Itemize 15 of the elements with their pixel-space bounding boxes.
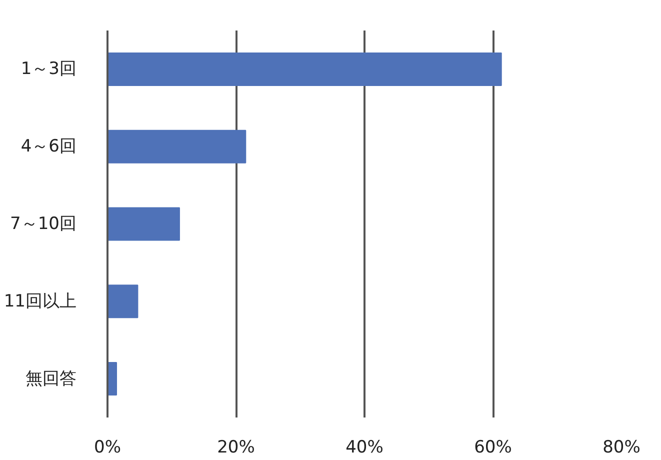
bar bbox=[108, 130, 246, 164]
x-tick-label: 40% bbox=[346, 438, 384, 458]
x-tick-label: 60% bbox=[474, 438, 512, 458]
y-tick-label: 7～10回 bbox=[10, 214, 77, 234]
bar bbox=[108, 284, 138, 318]
x-tick-label: 20% bbox=[217, 438, 255, 458]
y-tick-label: 1～3回 bbox=[20, 59, 77, 80]
bar bbox=[108, 207, 180, 241]
y-tick-label: 無回答 bbox=[26, 368, 76, 389]
y-tick-label: 11回以上 bbox=[4, 291, 77, 312]
y-tick-label: 4～6回 bbox=[20, 136, 77, 157]
x-tick-label: 80% bbox=[602, 438, 640, 458]
x-tick-label: 0% bbox=[94, 438, 121, 458]
bar bbox=[108, 52, 502, 86]
bar bbox=[108, 362, 117, 396]
